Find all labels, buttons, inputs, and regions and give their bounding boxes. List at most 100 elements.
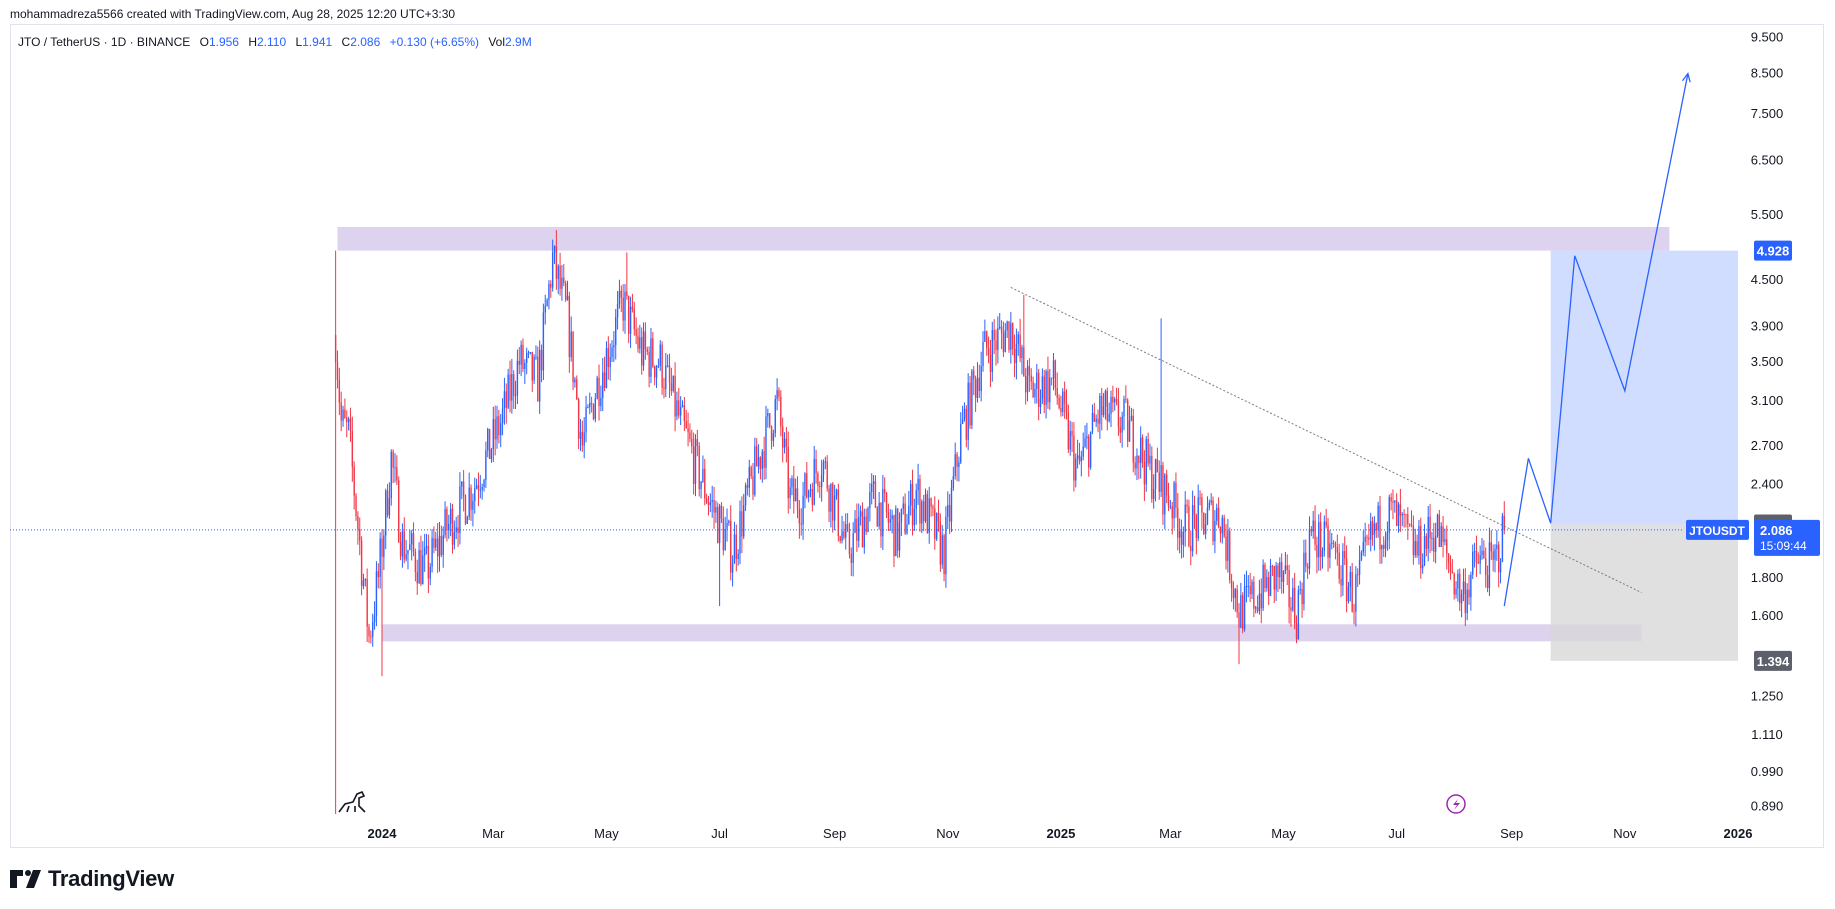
candle-body (1260, 593, 1262, 609)
candle-body (613, 345, 615, 348)
candle (561, 265, 563, 301)
candle-body (1169, 506, 1172, 508)
candle (1180, 519, 1183, 559)
y-tick-label: 2.400 (1751, 476, 1784, 491)
candle (1269, 558, 1272, 597)
candle-body (1397, 504, 1400, 526)
candle (1485, 547, 1487, 588)
candle (1408, 523, 1411, 527)
candle (768, 413, 771, 429)
candle (1358, 545, 1361, 585)
candle-body (817, 473, 819, 486)
candle (1069, 420, 1071, 456)
candle (757, 444, 760, 474)
candle (1032, 376, 1034, 398)
candle (451, 504, 454, 554)
candle (1106, 387, 1109, 431)
candle (1190, 530, 1192, 566)
candle-body (475, 485, 478, 489)
candle (1214, 509, 1216, 554)
y-tick-label: 8.500 (1751, 66, 1784, 81)
chart-frame[interactable] (10, 24, 1824, 848)
candle (401, 523, 404, 568)
x-axis: 2024 Mar May Jul Sep Nov 2025 Mar May Jul Sep Nov 20… (368, 826, 1753, 841)
candle (986, 330, 988, 356)
candle (572, 331, 574, 391)
candle (546, 298, 548, 307)
legend-symbol[interactable]: JTO / TetherUS · 1D · BINANCE (18, 35, 191, 49)
candle-body (859, 511, 862, 517)
candle-body (869, 492, 871, 509)
candle-body (551, 252, 554, 288)
x-tick-label: 2026 (1724, 826, 1753, 841)
target-price-badge-bg (1754, 240, 1792, 261)
candle-body (464, 496, 467, 524)
candle (767, 408, 769, 428)
candle (542, 303, 545, 381)
candle-body (440, 535, 443, 555)
candle-body (922, 501, 925, 522)
candle (1433, 523, 1435, 562)
candle (1349, 566, 1352, 602)
y-tick-label: 6.500 (1751, 153, 1784, 168)
y-axis: 9.500 8.500 7.500 6.500 5.500 4.500 3.900 3.500… (1686, 29, 1820, 814)
position-target-area (1550, 250, 1738, 525)
candle (993, 319, 995, 355)
candle (1127, 398, 1129, 448)
candle-body (802, 495, 804, 525)
candle (806, 462, 808, 499)
candle (670, 367, 673, 396)
candle-body (1082, 446, 1084, 457)
candle-body (1149, 455, 1151, 464)
candle (1288, 564, 1290, 624)
candle-body (1067, 412, 1070, 450)
candle (386, 483, 389, 518)
candle-body (1266, 577, 1268, 589)
candle (1440, 522, 1442, 548)
candle-body (655, 366, 658, 378)
candle (522, 338, 524, 373)
candle (694, 434, 697, 497)
candle (581, 420, 584, 452)
candle (798, 500, 801, 539)
candle (861, 502, 864, 548)
candle-body (397, 480, 400, 542)
candle-body (794, 488, 797, 502)
candle (1332, 540, 1335, 548)
candle (420, 535, 422, 587)
candle-body (1329, 543, 1331, 558)
candle (342, 405, 344, 427)
candle (711, 485, 713, 518)
candle (1371, 516, 1374, 546)
candle-body (1438, 514, 1441, 548)
y-tick-label: 0.990 (1751, 764, 1784, 779)
candle (678, 387, 680, 419)
candle-body (1167, 495, 1170, 507)
candle (1344, 536, 1346, 566)
y-tick-label: 9.500 (1751, 29, 1784, 44)
candle-body (1382, 545, 1385, 549)
candle (1182, 526, 1185, 558)
candle-body (1071, 430, 1073, 436)
candle-body (427, 546, 430, 579)
candle-body (1112, 396, 1114, 403)
candle-body (1160, 465, 1162, 492)
candle (1256, 595, 1259, 614)
candle-body (522, 344, 524, 370)
candle (1132, 408, 1134, 473)
candle-body (828, 488, 830, 512)
candle (448, 514, 450, 539)
candle-body (418, 550, 420, 584)
candle-body (583, 432, 585, 446)
tradingview-logo[interactable]: TradingView (10, 866, 174, 892)
candle (1381, 544, 1383, 564)
candle (932, 504, 934, 517)
candle-body (559, 265, 561, 289)
candle-body (935, 512, 938, 539)
candle-body (1164, 474, 1166, 515)
candle-body (1084, 438, 1086, 447)
candle-body (1451, 571, 1454, 574)
candle (898, 512, 901, 558)
symbol-tag-text: JTOUSDT (1689, 524, 1745, 538)
